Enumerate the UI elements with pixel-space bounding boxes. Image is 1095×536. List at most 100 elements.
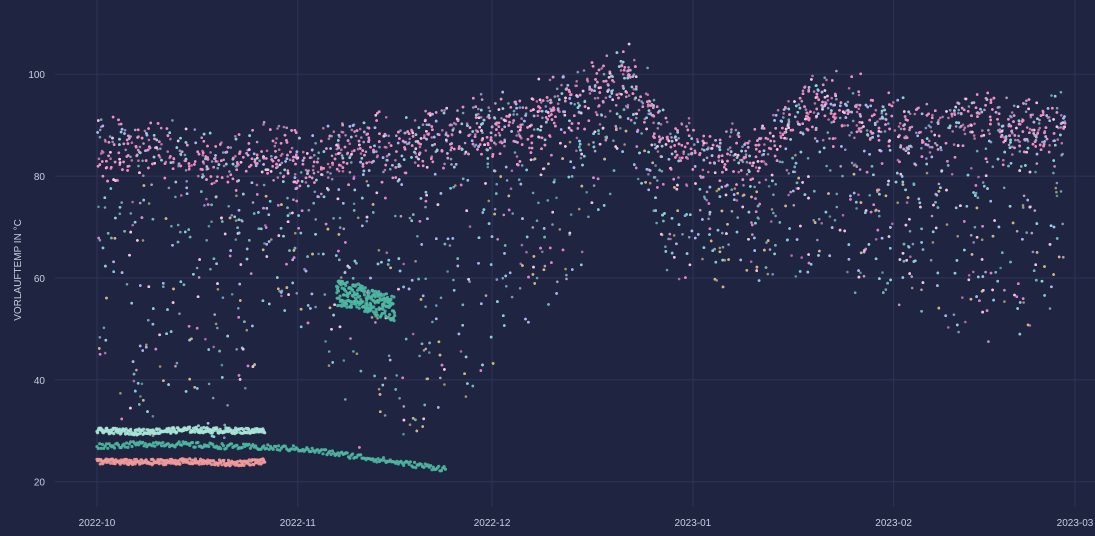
data-point [844,148,847,151]
data-point [983,109,986,112]
data-point [216,175,219,178]
data-point [557,95,560,98]
data-point [564,268,567,271]
data-point [235,348,238,351]
data-point [388,355,391,358]
data-point [117,179,120,182]
data-point [910,275,913,278]
data-point [1062,256,1065,259]
data-point [1060,126,1063,129]
data-point [147,319,150,322]
data-point [771,208,774,211]
data-point [1056,138,1059,141]
data-point [285,127,288,130]
data-point [827,107,830,110]
data-point [585,191,588,194]
data-point [374,321,377,324]
data-point [511,212,514,215]
data-point [451,124,454,127]
data-point [848,87,851,90]
data-point [928,140,931,143]
data-point [424,110,427,113]
data-point [729,135,732,138]
data-point [851,162,854,165]
data-point [343,228,346,231]
data-point [811,75,814,78]
data-point [1031,232,1034,235]
data-point [194,128,197,131]
data-point [418,355,421,358]
data-point [171,119,174,122]
data-point [231,214,234,217]
data-point [702,144,705,147]
data-point [1022,204,1025,207]
data-point [941,116,944,119]
data-point [633,59,636,62]
data-point [588,143,591,146]
data-point [938,183,941,186]
data-point [830,97,833,100]
data-point [349,337,352,340]
data-point [772,193,775,196]
data-point [627,66,630,69]
data-point [858,94,861,97]
data-point [109,135,112,138]
data-point [812,219,815,222]
data-point [706,191,709,194]
data-point [209,268,212,271]
data-point [981,238,984,241]
data-point [521,244,524,247]
data-point [647,105,650,108]
data-point [707,218,710,221]
data-point [512,122,515,125]
data-point [1003,289,1006,292]
data-point [184,154,187,157]
data-point [595,111,598,114]
data-point [148,139,151,142]
data-point [1061,153,1064,156]
data-point [500,117,503,120]
data-point [360,136,363,139]
data-point [540,101,543,104]
data-point [823,76,826,79]
data-point [573,103,576,106]
data-point [1003,187,1006,190]
data-point [977,196,980,199]
data-point [474,133,477,136]
data-point [152,415,155,418]
data-point [480,93,483,96]
data-point [673,234,676,237]
data-point [589,92,592,95]
data-point [525,251,528,254]
data-point [556,281,559,284]
data-point [234,155,237,158]
data-point [137,165,140,168]
data-point [878,215,881,218]
data-point [139,202,142,205]
data-point [210,220,213,223]
data-point [729,146,732,149]
data-point [357,148,360,151]
data-point [600,67,603,70]
data-point [355,135,358,138]
data-point [926,103,929,106]
data-point [532,192,535,195]
data-point [291,147,294,150]
data-point [807,157,810,160]
data-point [1055,191,1058,194]
data-point [278,125,281,128]
data-point [503,145,506,148]
data-point [256,141,259,144]
data-point [222,151,225,154]
data-point [750,221,753,224]
data-point [660,123,663,126]
data-point [896,201,899,204]
data-point [649,100,652,103]
data-point [603,73,606,76]
data-point [853,137,856,140]
data-point [765,241,768,244]
data-point [339,217,342,220]
data-point [1008,144,1011,147]
data-point [533,128,536,131]
data-point [339,226,342,229]
